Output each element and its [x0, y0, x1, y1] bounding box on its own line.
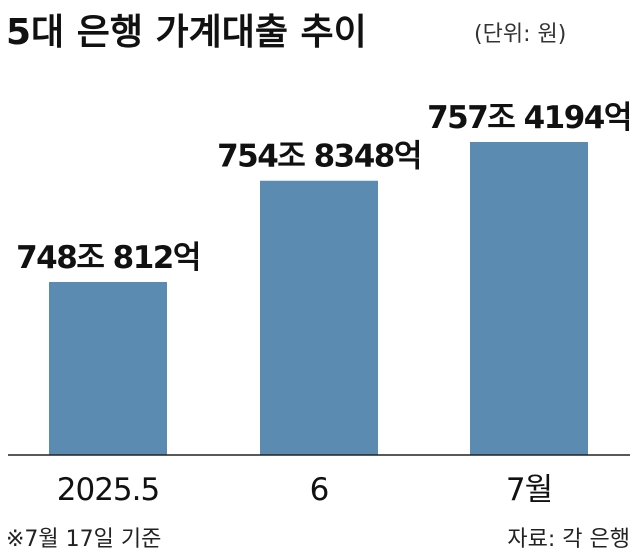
source-note: 자료: 각 은행 — [507, 527, 630, 552]
footnote: ※7월 17일 기준 — [6, 527, 161, 552]
x-tick-label-1: 2025.5 — [57, 472, 159, 508]
bar-value-label-1: 748조 812억 — [16, 240, 200, 276]
bar-value-label-2: 754조 8348억 — [217, 139, 421, 175]
bar-1 — [49, 282, 167, 455]
x-tick-label-3: 7월 — [506, 472, 552, 508]
bars-group — [49, 142, 588, 456]
x-tick-label-2: 6 — [310, 472, 329, 508]
x-axis-ticks: 2025.5 6 7월 — [57, 472, 553, 508]
bar-2 — [260, 180, 378, 456]
chart-title: 5대 은행 가계대출 추이 — [6, 12, 367, 53]
bar-value-label-3: 757조 4194억 — [427, 100, 631, 136]
bar-3 — [470, 142, 588, 455]
unit-label: (단위: 원) — [474, 22, 566, 47]
